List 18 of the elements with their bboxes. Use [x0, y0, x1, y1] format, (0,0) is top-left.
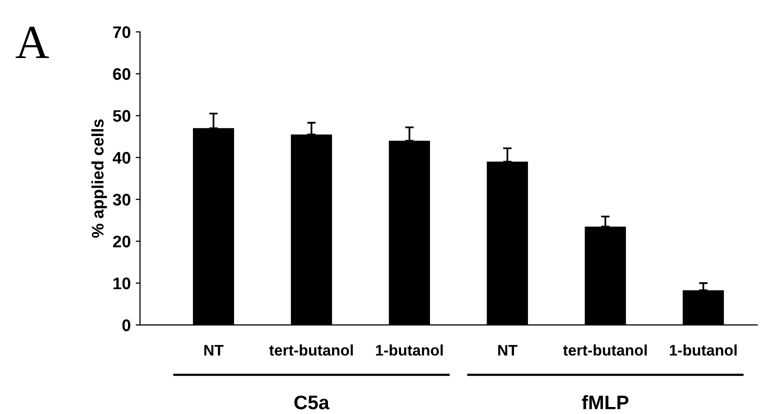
y-tick-label: 30	[112, 194, 130, 206]
y-tick-label: 10	[114, 278, 130, 290]
text: C5a	[294, 396, 330, 410]
text: A	[16, 26, 49, 58]
x-tick-label: tert-butanol	[563, 344, 647, 356]
y-tick-label: 60	[113, 68, 130, 80]
x-tick-label: 1-butanol	[670, 344, 737, 356]
text: fMLP	[582, 395, 628, 410]
y-tick-label: 20	[113, 236, 130, 248]
x-tick-label: tert-butanol	[269, 344, 353, 356]
x-tick-label: NT	[498, 344, 518, 356]
y-tick-label: 40	[112, 152, 130, 164]
x-tick-label: 1-butanol	[376, 344, 443, 356]
y-tick-label: 50	[112, 110, 130, 122]
x-tick-label: NT	[204, 344, 224, 356]
y-tick-label: 70	[113, 26, 130, 38]
y-tick-label: 0	[122, 319, 130, 332]
y-axis-title: % applied cells	[91, 119, 107, 238]
